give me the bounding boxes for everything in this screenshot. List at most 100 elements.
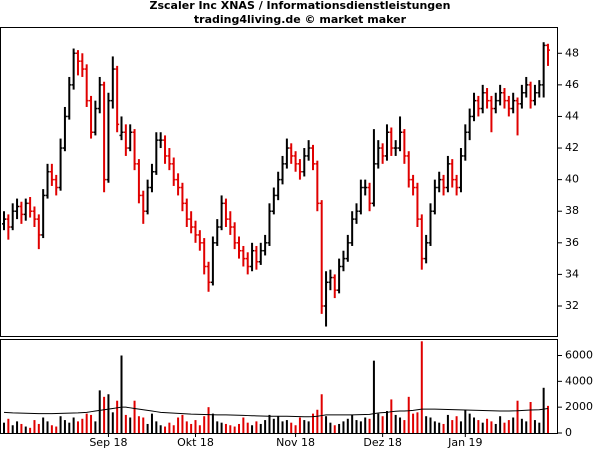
volume-bar xyxy=(24,426,27,433)
volume-bar xyxy=(63,420,66,433)
volume-bar xyxy=(364,417,367,433)
volume-bar xyxy=(342,421,345,433)
volume-bar xyxy=(438,422,441,433)
volume-bar xyxy=(111,412,114,433)
volume-bar xyxy=(259,423,262,433)
volume-bar xyxy=(233,426,236,433)
volume-bar xyxy=(68,422,71,433)
x-tick-label: Jan 19 xyxy=(447,436,482,449)
volume-bar xyxy=(538,422,541,433)
volume-bar xyxy=(420,341,423,433)
volume-bar xyxy=(390,399,393,433)
volume-bar xyxy=(281,421,284,433)
volume-bar xyxy=(490,421,493,433)
volume-bar xyxy=(264,420,267,433)
volume-bar xyxy=(372,360,375,433)
volume-bar xyxy=(459,421,462,433)
y-tick-label: 48 xyxy=(565,46,579,59)
volume-bar xyxy=(446,414,449,433)
x-tick-label: Dez 18 xyxy=(363,436,402,449)
volume-bar xyxy=(107,394,110,433)
volume-bar xyxy=(473,417,476,433)
volume-bar xyxy=(429,417,432,433)
volume-bar xyxy=(220,422,223,433)
volume-bar xyxy=(33,420,36,433)
y-tick-label: 32 xyxy=(565,299,579,312)
volume-bar xyxy=(290,422,293,433)
volume-bar xyxy=(42,417,45,433)
volume-bar xyxy=(346,418,349,433)
volume-bar xyxy=(238,423,241,433)
volume-bar xyxy=(124,414,127,433)
volume-bar xyxy=(433,421,436,433)
volume-bar xyxy=(164,426,167,433)
chart-subtitle: trading4living.de © market maker xyxy=(194,13,407,26)
volume-average xyxy=(3,406,549,418)
volume-bar xyxy=(207,407,210,433)
volume-bar xyxy=(242,417,245,433)
x-tick-label: Sep 18 xyxy=(89,436,127,449)
volume-bar xyxy=(520,418,523,433)
volume-panel xyxy=(0,339,558,434)
volume-bar xyxy=(359,421,362,433)
y2-tick-label: 4000 xyxy=(565,374,593,387)
volume-bar xyxy=(516,400,519,433)
volume-bar xyxy=(351,414,354,433)
y-tick-label: 38 xyxy=(565,204,579,217)
volume-bar xyxy=(190,423,193,433)
volume-bar xyxy=(285,420,288,433)
y-tick-label: 40 xyxy=(565,173,579,186)
x-tick-label: Nov 18 xyxy=(276,436,315,449)
volume-bar xyxy=(525,421,528,433)
volume-bar xyxy=(177,417,180,433)
volume-bar xyxy=(333,425,336,433)
volume-bar xyxy=(355,420,358,433)
volume-bar xyxy=(503,422,506,433)
volume-bar xyxy=(407,396,410,433)
volume-bar xyxy=(129,417,132,433)
volume-bar xyxy=(481,422,484,433)
volume-bar xyxy=(246,422,249,433)
y-tick-label: 34 xyxy=(565,267,579,280)
volume-bar xyxy=(294,425,297,433)
volume-bar xyxy=(20,423,23,433)
volume-bar xyxy=(455,416,458,433)
price-panel xyxy=(0,27,558,337)
volume-bar xyxy=(16,421,19,433)
y2-tick-label: 6000 xyxy=(565,349,593,362)
y-tick-label: 46 xyxy=(565,78,579,91)
volume-bar xyxy=(181,414,184,433)
volume-bar xyxy=(229,425,232,433)
volume-bar xyxy=(85,413,88,433)
y2-tick-label: 0 xyxy=(565,426,572,439)
volume-bar xyxy=(394,414,397,433)
volume-bar xyxy=(120,355,123,433)
volume-bar xyxy=(72,417,75,433)
volume-bar xyxy=(255,421,258,433)
volume-bar xyxy=(477,420,480,433)
volume-bar xyxy=(59,416,62,433)
volume-bar xyxy=(442,423,445,433)
volume-bar xyxy=(211,413,214,433)
x-tick-label: Okt 18 xyxy=(177,436,214,449)
y2-tick-label: 2000 xyxy=(565,400,593,413)
volume-bar xyxy=(137,416,140,433)
volume-bar xyxy=(55,426,58,433)
volume-bar xyxy=(468,413,471,433)
volume-bar xyxy=(512,417,515,433)
volume-bar xyxy=(385,411,388,433)
volume-bar xyxy=(307,421,310,433)
volume-bar xyxy=(90,414,93,433)
volume-bar xyxy=(94,421,97,433)
volume-bar xyxy=(198,425,201,433)
volume-bar xyxy=(542,387,545,433)
volume-bar xyxy=(316,409,319,433)
volume-bar xyxy=(185,421,188,433)
volume-bar xyxy=(399,417,402,433)
volume-bar xyxy=(298,417,301,433)
volume-bar xyxy=(499,416,502,433)
volume-bar xyxy=(50,425,53,433)
volume-bar xyxy=(98,390,101,433)
y-tick-label: 42 xyxy=(565,141,579,154)
